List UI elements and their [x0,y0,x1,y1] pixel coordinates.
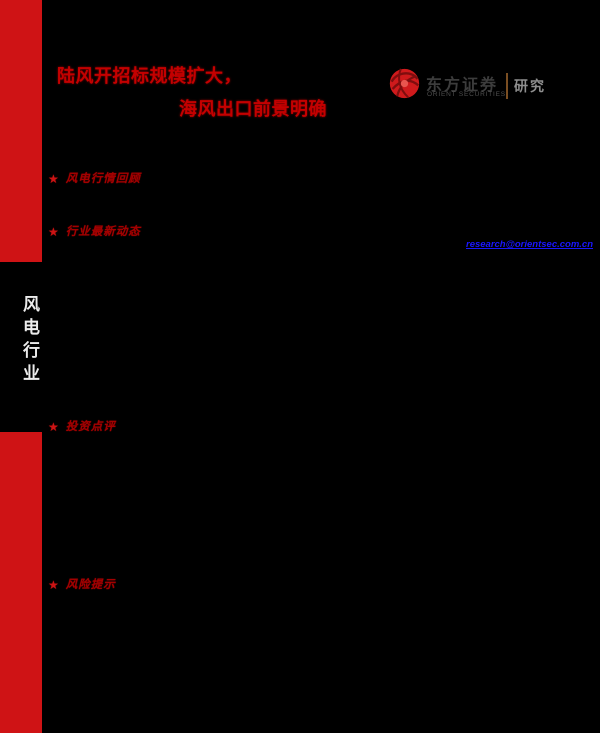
section-item-investment-comment: ★ 投资点评 [48,419,116,436]
brand-division-label: 研究 [514,78,546,94]
left-red-bar-bottom [0,432,42,733]
section-item-market-review: ★ 风电行情回顾 [48,171,141,188]
analyst-email-link[interactable]: research@orientsec.com.cn [466,239,594,250]
section-label: 风电行情回顾 [65,173,141,185]
brand-logo-icon [388,67,421,100]
brand-name-cn: 东方证券 [426,77,499,94]
brand-name-en: ORIENT SECURITIES [427,91,506,98]
star-icon: ★ [48,420,59,434]
report-title-line1: 陆风开招标规模扩大， [57,66,242,86]
section-label: 风险提示 [65,579,116,591]
brand-divider [506,73,508,99]
industry-vertical-label: 风电行业 [20,295,39,387]
report-title-line2: 海风出口前景明确 [179,99,327,119]
star-icon: ★ [48,578,59,592]
star-icon: ★ [48,225,59,239]
section-item-risk-warning: ★ 风险提示 [48,577,116,594]
star-icon: ★ [48,172,59,186]
section-label: 投资点评 [65,421,116,433]
left-red-bar-top [0,0,42,262]
section-label: 行业最新动态 [65,226,141,238]
section-item-industry-news: ★ 行业最新动态 [48,224,141,241]
